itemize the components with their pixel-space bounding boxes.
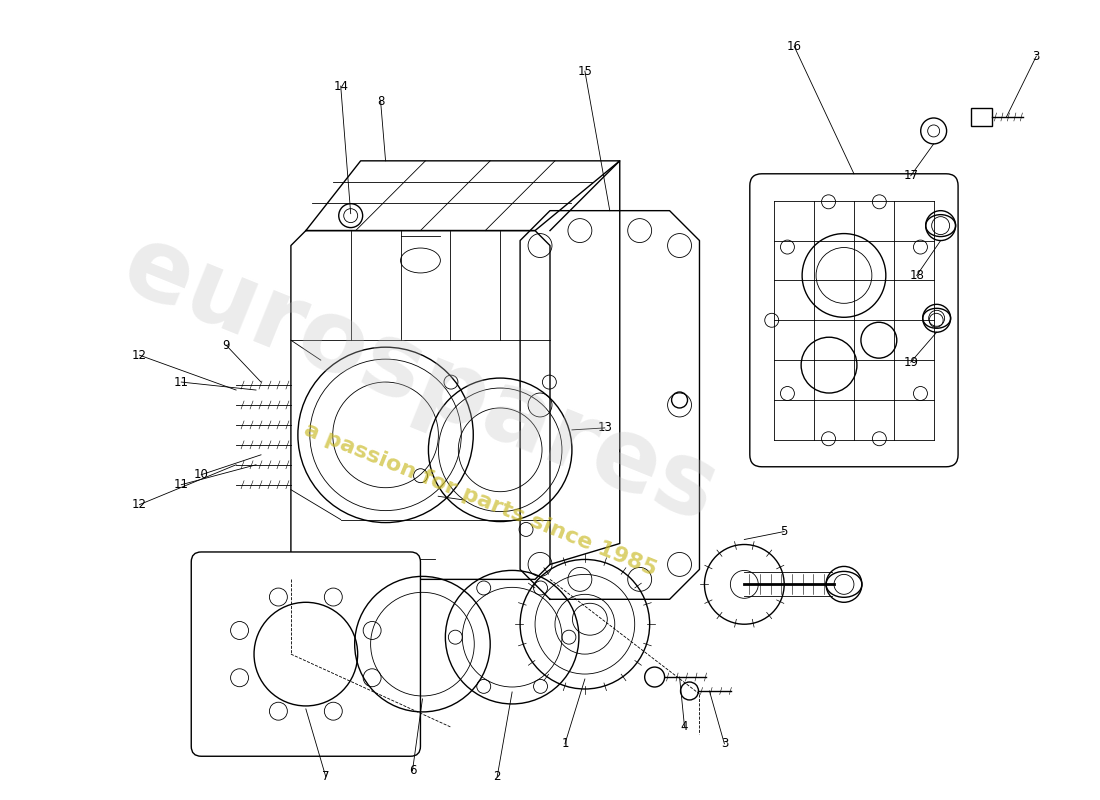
FancyBboxPatch shape (750, 174, 958, 466)
Text: 3: 3 (1033, 50, 1039, 62)
Text: 16: 16 (786, 40, 802, 53)
Text: 11: 11 (174, 478, 189, 491)
Text: 10: 10 (194, 468, 209, 482)
Text: 12: 12 (132, 349, 147, 362)
Text: 7: 7 (322, 770, 330, 783)
Text: 19: 19 (903, 356, 918, 369)
Bar (970, 108, 992, 126)
FancyBboxPatch shape (191, 552, 420, 756)
Text: 4: 4 (681, 720, 689, 734)
Text: 6: 6 (409, 764, 416, 778)
Text: 1: 1 (561, 738, 569, 750)
Text: 14: 14 (333, 79, 349, 93)
Text: 8: 8 (377, 94, 384, 107)
Text: a passion for parts since 1985: a passion for parts since 1985 (301, 419, 660, 580)
Text: 9: 9 (222, 338, 230, 352)
Text: 17: 17 (903, 170, 918, 182)
Text: 11: 11 (174, 375, 189, 389)
Text: eurospares: eurospares (109, 217, 732, 543)
Text: 2: 2 (494, 770, 501, 783)
Text: 5: 5 (781, 525, 788, 538)
Text: 12: 12 (132, 498, 147, 511)
Text: 18: 18 (910, 269, 924, 282)
Text: 15: 15 (578, 65, 592, 78)
Text: 3: 3 (720, 738, 728, 750)
Text: 13: 13 (597, 422, 613, 434)
